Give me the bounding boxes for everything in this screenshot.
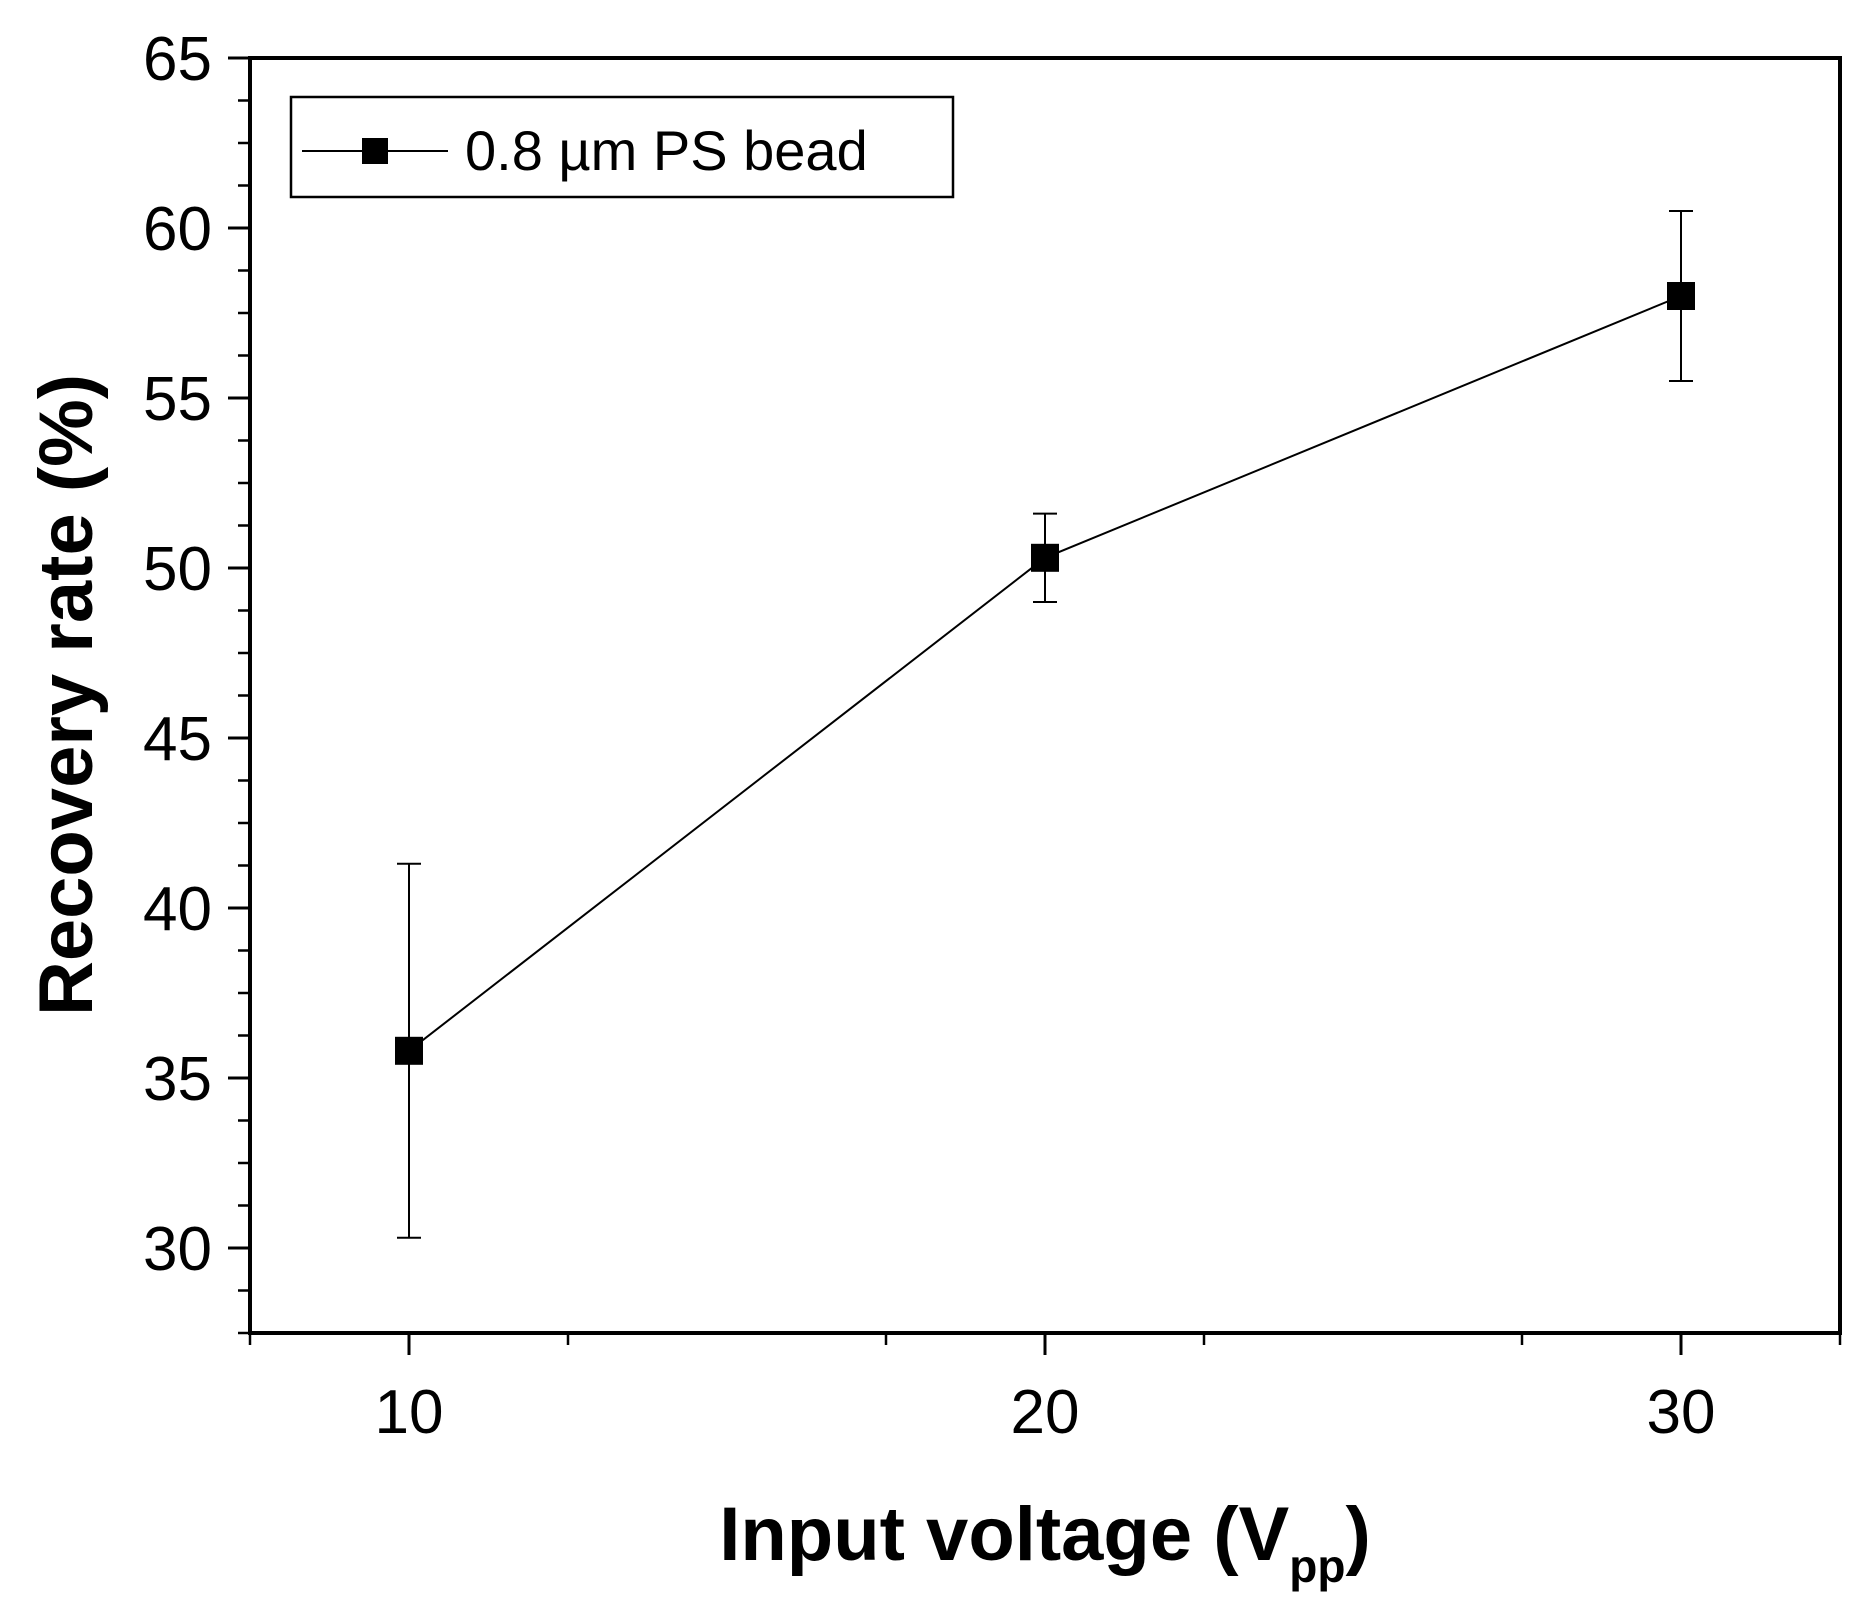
x-axis-title: Input voltage (Vpp) bbox=[719, 1492, 1371, 1592]
markers-layer bbox=[395, 282, 1695, 1065]
y-tick-label: 50 bbox=[143, 535, 212, 604]
x-tick-label: 30 bbox=[1647, 1378, 1716, 1447]
plot-frame bbox=[248, 56, 1842, 1335]
x-axis-title-close: ) bbox=[1345, 1492, 1370, 1577]
data-point bbox=[1667, 282, 1695, 310]
x-tick-label: 20 bbox=[1011, 1378, 1080, 1447]
x-axis-title-subscript: pp bbox=[1289, 1540, 1345, 1592]
data-point bbox=[395, 1036, 423, 1065]
y-tick-label: 55 bbox=[143, 365, 212, 434]
y-tick-label: 35 bbox=[143, 1045, 212, 1114]
legend: 0.8 µm PS bead bbox=[289, 95, 955, 199]
legend-label: 0.8 µm PS bead bbox=[465, 119, 868, 182]
y-tick-label: 30 bbox=[143, 1215, 212, 1284]
y-tick-label: 60 bbox=[143, 195, 212, 264]
x-tick-label: 10 bbox=[375, 1378, 444, 1447]
y-tick-label: 40 bbox=[143, 875, 212, 944]
legend-marker bbox=[362, 138, 388, 164]
data-point bbox=[1031, 543, 1059, 572]
y-tick-label: 65 bbox=[143, 25, 212, 94]
legend-box bbox=[289, 95, 955, 199]
y-tick-label: 45 bbox=[143, 705, 212, 774]
y-axis-title: Recovery rate (%) bbox=[24, 374, 109, 1016]
x-axis-title-main: Input voltage (V bbox=[719, 1492, 1289, 1577]
ticks-layer: 30 35 40 45 50 55 60 65 10 20 30 bbox=[143, 25, 1842, 1447]
